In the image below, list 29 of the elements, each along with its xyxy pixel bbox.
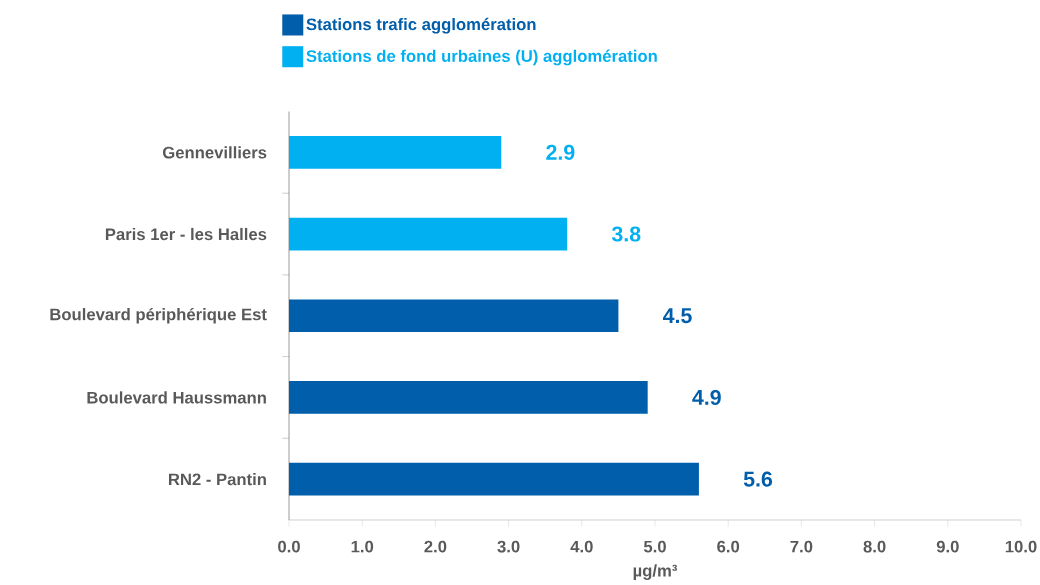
data-label: 4.5	[662, 308, 692, 324]
data-label: 4.9	[692, 389, 721, 405]
x-tick-label: 3.0	[497, 540, 520, 553]
bar	[289, 136, 502, 169]
data-label: 5.6	[743, 471, 773, 487]
y-tick-label: RN2 - Pantin	[168, 473, 266, 486]
data-label: 3.8	[611, 226, 641, 242]
x-tick-label: 2.0	[424, 540, 447, 553]
y-tick-label: Boulevard périphérique Est	[50, 307, 267, 324]
x-tick-label: 6.0	[717, 540, 740, 553]
x-tick-label: 8.0	[863, 540, 886, 553]
legend-label: Stations de fond urbaines (U) agglomération	[306, 49, 657, 66]
x-tick-label: 7.0	[790, 540, 813, 553]
x-tick-label: 10.0	[1005, 540, 1037, 553]
bar	[289, 381, 648, 414]
x-tick-label: 4.0	[570, 540, 593, 553]
bar	[289, 217, 568, 251]
y-tick-label: Paris 1er - les Halles	[105, 227, 267, 241]
x-tick-label: 5.0	[643, 540, 666, 553]
bar	[289, 299, 619, 333]
x-tick-label: 9.0	[936, 540, 959, 553]
x-tick-label: 0.0	[278, 540, 300, 553]
legend-label: Stations trafic agglomération	[306, 17, 536, 34]
x-tick-label: 1.0	[351, 540, 374, 553]
y-tick-label: Gennevilliers	[162, 146, 267, 159]
x-axis-title: µg/m³	[633, 564, 678, 580]
y-tick-label: Boulevard Haussmann	[87, 391, 266, 404]
data-label: 2.9	[546, 144, 575, 160]
bar	[289, 462, 699, 496]
